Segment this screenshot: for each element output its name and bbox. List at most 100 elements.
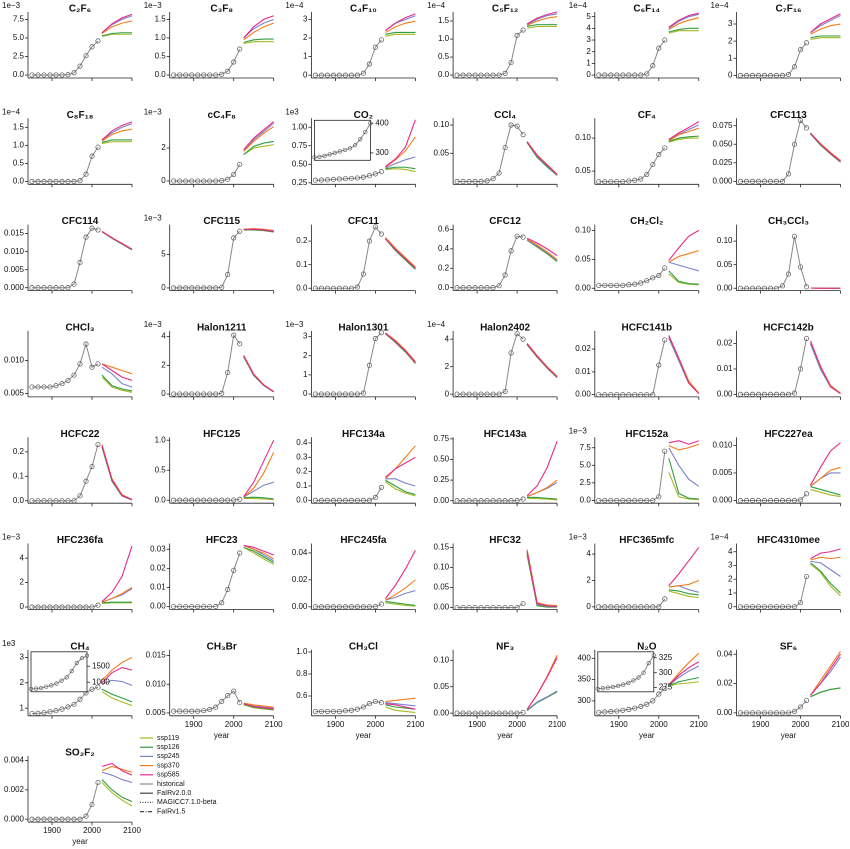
historical-point [632, 604, 638, 610]
historical-point [779, 604, 786, 610]
panel-title: CFC12 [489, 216, 521, 227]
y-tick-label: 0.50 [292, 159, 308, 168]
historical-point [213, 178, 219, 184]
historical-point [502, 70, 508, 76]
historical-point [466, 178, 472, 185]
historical-point [791, 497, 798, 504]
historical-line [598, 147, 666, 183]
x-tick-label: 2000 [508, 720, 526, 729]
historical-point [496, 498, 502, 504]
historical-point [366, 604, 372, 610]
historical-point [213, 603, 219, 609]
scenario-line [810, 562, 841, 594]
historical-point [41, 816, 47, 822]
historical-point [177, 604, 183, 610]
historical-line [598, 339, 666, 396]
scale-label: 1e−4 [711, 1, 730, 10]
historical-point [318, 497, 324, 503]
panel-title: CH₃Cl [349, 641, 378, 652]
scenario-line [810, 486, 841, 496]
scenario-line [526, 342, 558, 377]
scenario-line [527, 497, 558, 501]
historical-point [201, 285, 207, 291]
historical-point [596, 392, 602, 398]
y-tick-label: 2.5 [580, 478, 592, 487]
historical-point [602, 604, 608, 610]
y-tick-label: 2 [728, 574, 733, 583]
scenario-line [385, 703, 416, 710]
historical-point [656, 494, 662, 500]
historical-point [71, 701, 77, 707]
y-tick-label: 4 [586, 23, 591, 32]
y-tick-label: 1 [303, 370, 308, 379]
historical-point [231, 497, 237, 503]
historical-point [490, 72, 496, 78]
historical-point [360, 604, 366, 610]
historical-point [95, 227, 101, 233]
scenario-line [243, 703, 274, 710]
panel-title: HFC365mfc [619, 535, 674, 546]
historical-point [189, 604, 195, 610]
historical-point [773, 497, 780, 504]
historical-point [791, 604, 798, 610]
panel-title: HFC23 [206, 535, 238, 546]
scenario-line [101, 363, 133, 381]
panel-title: HFC143a [484, 429, 527, 440]
historical-point [761, 391, 768, 397]
historical-point [201, 604, 207, 610]
historical-point [460, 710, 466, 716]
historical-point [29, 498, 35, 504]
historical-point [348, 707, 354, 713]
inset-point [74, 660, 79, 666]
historical-point [354, 706, 360, 712]
inset-box [313, 119, 371, 161]
historical-line [173, 164, 241, 182]
historical-point [472, 178, 478, 185]
scenario-line [527, 24, 558, 27]
scenario-line [668, 137, 699, 143]
y-tick-label: 1.0 [438, 34, 450, 43]
historical-point [195, 285, 201, 291]
panel-title: HFC134a [342, 429, 385, 440]
historical-point [35, 710, 41, 716]
scenario-line [384, 549, 416, 600]
inset-point [28, 686, 34, 692]
historical-point [761, 178, 768, 184]
historical-line [457, 498, 524, 502]
historical-line [457, 711, 524, 714]
historical-point [189, 72, 195, 78]
x-tick-label: 2100 [832, 720, 850, 729]
historical-point [608, 708, 614, 715]
historical-point [803, 125, 810, 131]
panel-title: CFC113 [770, 110, 807, 121]
historical-line [457, 332, 524, 395]
scenario-line [243, 140, 274, 156]
y-tick-label: 1.5 [155, 15, 167, 24]
scale-label: 1e−4 [2, 107, 21, 116]
scenario-line [668, 665, 700, 686]
historical-point [797, 600, 804, 606]
historical-point [183, 604, 189, 610]
historical-point [171, 285, 177, 291]
scenario-line [810, 653, 841, 696]
historical-line [598, 267, 666, 286]
y-tick-label: 0.5 [155, 52, 167, 61]
y-tick-label: 0.015 [146, 651, 167, 660]
historical-point [53, 498, 59, 504]
legend-label: FaIRv1.5 [157, 808, 186, 815]
scenario-line [526, 479, 558, 498]
historical-point [324, 604, 330, 610]
scale-label: 1e−4 [427, 1, 446, 10]
historical-point [330, 604, 336, 610]
historical-point [466, 604, 472, 611]
y-tick-label: 7.5 [13, 15, 25, 24]
y-tick-label: 0.25 [434, 475, 450, 484]
historical-point [207, 497, 213, 503]
historical-point [318, 604, 324, 610]
scenario-line [810, 560, 841, 577]
historical-point [207, 285, 213, 291]
scenario-line [526, 11, 558, 25]
historical-point [65, 498, 71, 504]
scenario-line [101, 33, 132, 38]
historical-point [189, 391, 195, 397]
